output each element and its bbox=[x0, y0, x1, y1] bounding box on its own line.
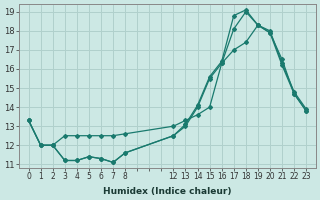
X-axis label: Humidex (Indice chaleur): Humidex (Indice chaleur) bbox=[103, 187, 232, 196]
